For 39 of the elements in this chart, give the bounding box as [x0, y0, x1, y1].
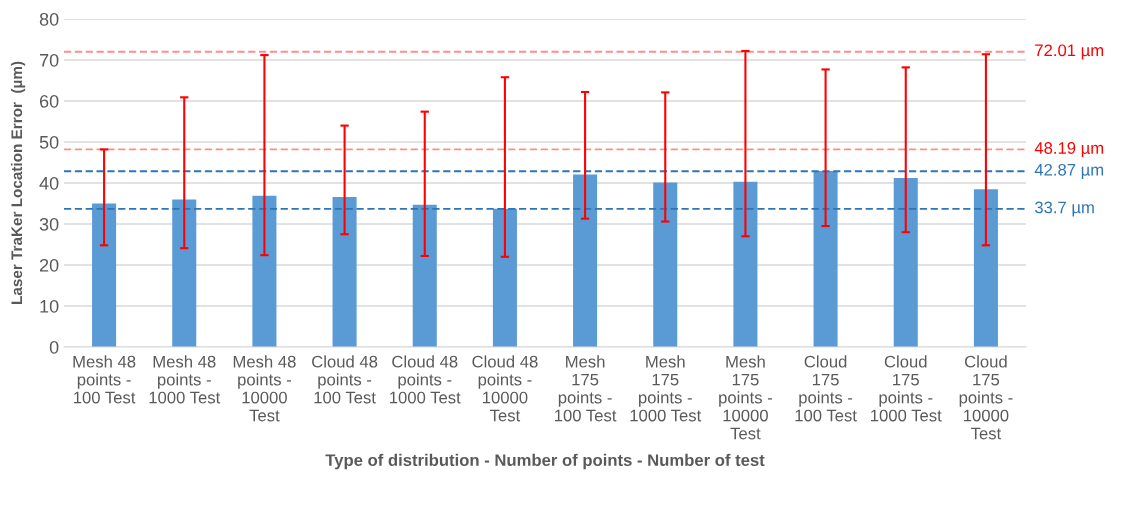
y-tick-label: 80 — [39, 12, 59, 26]
x-tick-label: Cloud 48 points - 100 Test — [312, 355, 378, 404]
bar — [733, 181, 758, 347]
bar — [973, 189, 998, 347]
ref-line-label: 33.7 µm — [1034, 201, 1094, 217]
bar — [813, 171, 838, 347]
bar — [172, 199, 197, 347]
ref-line-label: 48.19 µm — [1034, 142, 1104, 158]
bar — [893, 178, 918, 347]
ref-line-label: 72.01 µm — [1035, 44, 1104, 60]
y-tick-label: 50 — [39, 135, 59, 149]
ref-line-label: 42.87 µm — [1034, 163, 1104, 179]
y-tick-label: 40 — [39, 176, 59, 190]
bar — [573, 174, 598, 347]
y-tick-label: 30 — [39, 217, 59, 231]
y-tick-label: 70 — [39, 53, 59, 67]
y-axis-title: Laser TraKer Location Error (µm) — [10, 61, 26, 304]
y-tick-label: 60 — [39, 94, 59, 108]
y-tick-label: 20 — [39, 258, 59, 272]
x-tick-label: Cloud 175 points - 100 Test — [795, 355, 857, 422]
x-tick-label: Cloud 175 points - 10000 Test — [959, 355, 1013, 440]
bar — [653, 182, 678, 347]
x-tick-label: Mesh 175 points - 100 Test — [555, 355, 617, 422]
y-tick-label: 10 — [40, 299, 59, 313]
bar — [252, 195, 277, 347]
y-tick-label: 0 — [49, 340, 59, 354]
x-tick-label: Cloud 48 points - 10000 Test — [472, 355, 538, 422]
bar — [332, 196, 357, 347]
bar — [492, 208, 517, 347]
x-axis-title: Type of distribution - Number of points - Number of test — [325, 453, 765, 470]
x-tick-label: Mesh 48 points - 100 Test — [73, 355, 136, 404]
x-tick-label: Mesh 48 points - 10000 Test — [233, 355, 296, 422]
x-tick-label: Mesh 48 points - 1000 Test — [149, 355, 221, 404]
x-tick-label: Mesh 175 points - 1000 Test — [630, 355, 702, 422]
bar — [412, 204, 437, 347]
x-tick-label: Mesh 175 points - 10000 Test — [719, 355, 773, 440]
bar — [92, 203, 117, 347]
x-tick-label: Cloud 48 points - 1000 Test — [390, 355, 461, 404]
x-tick-label: Cloud 175 points - 1000 Test — [871, 355, 942, 422]
